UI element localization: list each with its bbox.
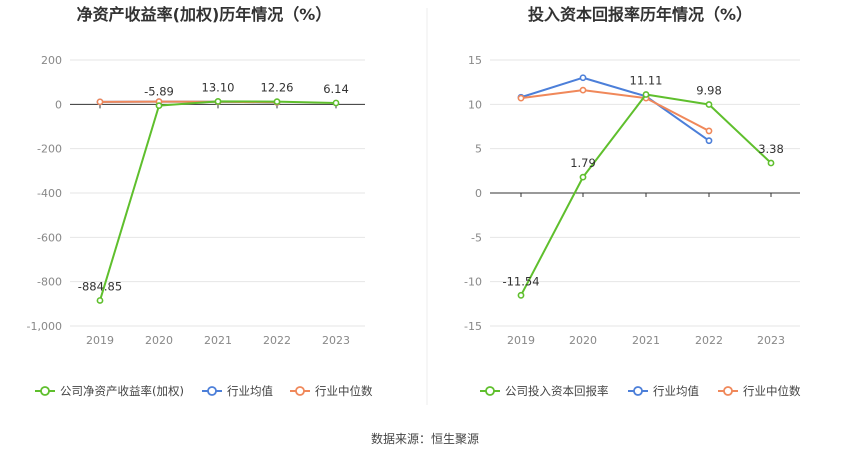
y-tick-label: -15 (464, 320, 482, 333)
roic-data-point (517, 291, 525, 299)
y-tick-label: 10 (468, 98, 482, 111)
legend-marker-icon (295, 386, 305, 396)
legend-label: 公司投入资本回报率 (505, 384, 609, 398)
x-tick-label: 2023 (322, 334, 350, 347)
y-tick-label: -600 (37, 231, 62, 244)
x-tick-label: 2020 (569, 334, 597, 347)
legend-marker-icon (40, 386, 50, 396)
y-tick-label: -5 (471, 231, 482, 244)
y-tick-label: -200 (37, 143, 62, 156)
x-tick-label: 2022 (695, 334, 723, 347)
roe-data-label: 6.14 (323, 82, 349, 96)
y-tick-label: -800 (37, 276, 62, 289)
roic-data-point (517, 94, 525, 102)
roe-chart-title: 净资产收益率(加权)历年情况（%） (77, 5, 332, 24)
roic-data-point (705, 127, 713, 135)
x-tick-label: 2019 (86, 334, 114, 347)
legend-label: 行业中位数 (315, 384, 373, 398)
roic-data-point (705, 137, 713, 145)
legend-label: 公司净资产收益率(加权) (60, 384, 184, 398)
roic-data-label: 9.98 (696, 84, 722, 98)
roic-data-point (767, 159, 775, 167)
roe-data-label: -884.85 (78, 279, 122, 293)
roic-legend-item-2[interactable]: 行业中位数 (718, 384, 801, 398)
legend-marker-icon (207, 386, 217, 396)
roic-legend-item-1[interactable]: 行业均值 (628, 384, 699, 398)
x-tick-label: 2021 (204, 334, 232, 347)
roe-data-point (332, 99, 340, 107)
roic-series-line-1 (520, 76, 710, 142)
roic-series-line-2 (520, 89, 710, 132)
y-tick-label: -400 (37, 187, 62, 200)
roe-data-point (214, 98, 222, 105)
x-tick-label: 2021 (632, 334, 660, 347)
y-tick-label: 0 (475, 187, 482, 200)
x-tick-label: 2019 (507, 334, 535, 347)
roic-data-point (579, 86, 587, 94)
data-source-note: 数据来源：恒生聚源 (371, 431, 479, 446)
x-tick-label: 2023 (757, 334, 785, 347)
y-tick-label: 15 (468, 54, 482, 67)
y-tick-label: 200 (41, 54, 62, 67)
y-tick-label: 0 (55, 98, 62, 111)
roe-legend-item-1[interactable]: 行业均值 (202, 384, 273, 398)
roic-chart-title: 投入资本回报率历年情况（%） (528, 5, 752, 24)
roe-chart: 净资产收益率(加权)历年情况（%） 200 0 -200 -400 -600 -800 -1… (27, 5, 373, 398)
legend-label: 行业均值 (653, 384, 699, 398)
y-tick-label: -10 (464, 276, 482, 289)
legend-marker-icon (723, 386, 733, 396)
roic-data-label: 1.79 (570, 156, 596, 170)
legend-marker-icon (633, 386, 643, 396)
roic-data-label: -11.54 (502, 274, 539, 288)
legend-marker-icon (485, 386, 495, 396)
roe-data-label: -5.89 (144, 85, 174, 99)
roic-data-point (642, 91, 650, 98)
roe-legend-item-0[interactable]: 公司净资产收益率(加权) (35, 384, 184, 398)
y-tick-label: 5 (475, 143, 482, 156)
roic-chart: 投入资本回报率历年情况（%） 15 10 5 0 -5 -10 -15 2019 2020 202… (464, 5, 801, 398)
y-tick-label: -1,000 (27, 320, 62, 333)
roic-data-point (705, 101, 713, 108)
roic-data-label: 3.38 (758, 142, 784, 156)
roic-legend-item-0[interactable]: 公司投入资本回报率 (480, 384, 609, 398)
roe-data-point (96, 98, 104, 106)
roic-data-point (579, 74, 587, 82)
roe-data-point (96, 297, 104, 304)
roe-data-label: 12.26 (261, 81, 294, 95)
roe-legend-item-2[interactable]: 行业中位数 (290, 384, 373, 398)
roe-series-line-0 (99, 100, 337, 301)
x-tick-label: 2020 (145, 334, 173, 347)
legend-label: 行业均值 (227, 384, 273, 398)
roe-data-label: 13.10 (202, 80, 235, 94)
roe-data-point (155, 102, 163, 110)
x-tick-label: 2022 (263, 334, 291, 347)
legend-label: 行业中位数 (743, 384, 801, 398)
roe-data-point (273, 98, 281, 106)
roic-data-point (579, 173, 587, 181)
roic-data-label: 11.11 (630, 73, 663, 87)
